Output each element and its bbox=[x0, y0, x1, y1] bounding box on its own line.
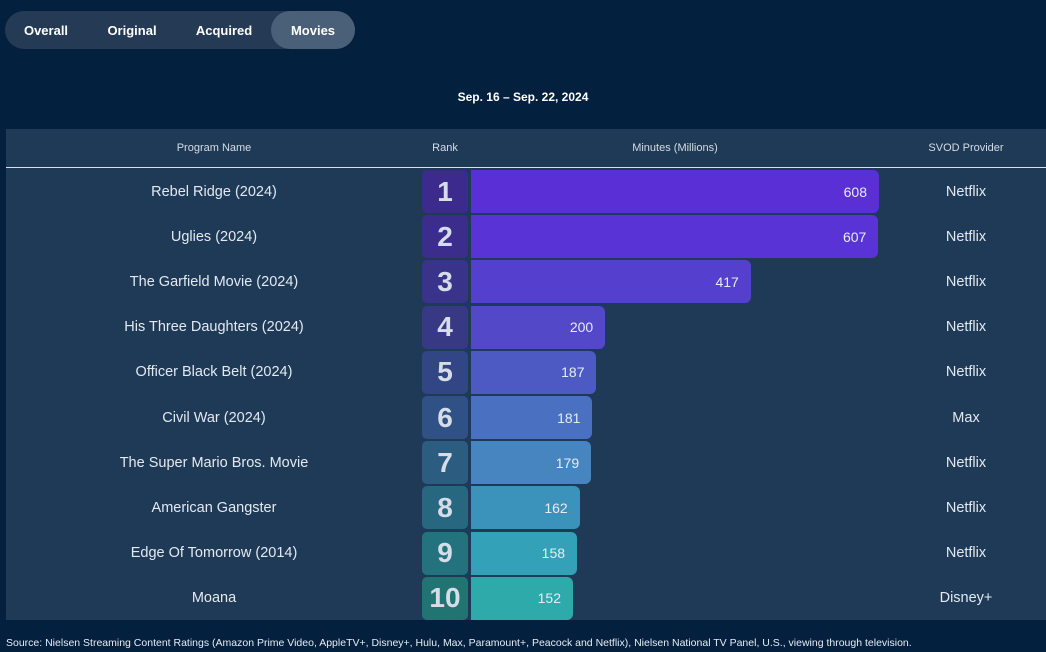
svod-provider: Netflix bbox=[945, 273, 987, 290]
rank-badge: 8 bbox=[422, 486, 468, 530]
table-row: Rebel Ridge (2024) 1 608 Netflix bbox=[6, 169, 1046, 214]
program-name: The Garfield Movie (2024) bbox=[129, 273, 299, 290]
minutes-bar: 187 bbox=[471, 350, 597, 394]
table-row: The Garfield Movie (2024) 3 417 Netflix bbox=[6, 259, 1046, 304]
minutes-bar: 158 bbox=[471, 531, 578, 575]
rank-badge: 6 bbox=[422, 396, 468, 439]
tab-original[interactable]: Original bbox=[107, 22, 157, 38]
minutes-bar: 152 bbox=[471, 576, 573, 620]
table-row: Edge Of Tomorrow (2014) 9 158 Netflix bbox=[6, 531, 1046, 576]
svod-provider: Netflix bbox=[945, 228, 987, 245]
table-row: The Super Mario Bros. Movie 7 179 Netflix bbox=[6, 440, 1046, 485]
rank-badge: 2 bbox=[422, 215, 468, 259]
program-name: The Super Mario Bros. Movie bbox=[119, 454, 309, 471]
table-row: American Gangster 8 162 Netflix bbox=[6, 485, 1046, 530]
tab-acquired[interactable]: Acquired bbox=[195, 22, 253, 38]
minutes-bar: 417 bbox=[471, 260, 751, 304]
table-row: Moana 10 152 Disney+ bbox=[6, 576, 1046, 621]
minutes-bar: 200 bbox=[471, 305, 606, 349]
program-name: Moana bbox=[191, 590, 237, 607]
program-name: Edge Of Tomorrow (2014) bbox=[130, 545, 298, 562]
minutes-bar: 608 bbox=[471, 170, 879, 213]
rank-badge: 4 bbox=[422, 305, 468, 349]
svod-provider: Netflix bbox=[945, 364, 987, 381]
table-row: His Three Daughters (2024) 4 200 Netflix bbox=[6, 305, 1046, 350]
table-row: Uglies (2024) 2 607 Netflix bbox=[6, 214, 1046, 259]
minutes-bar: 607 bbox=[471, 215, 879, 259]
program-name: American Gangster bbox=[151, 499, 277, 516]
rank-badge: 3 bbox=[422, 260, 468, 304]
program-name: Rebel Ridge (2024) bbox=[151, 183, 277, 200]
program-name: Officer Black Belt (2024) bbox=[135, 364, 293, 381]
svod-provider: Netflix bbox=[945, 319, 987, 336]
minutes-bar: 181 bbox=[471, 396, 593, 439]
program-name: Civil War (2024) bbox=[162, 409, 266, 426]
source-note: Source: Nielsen Streaming Content Rating… bbox=[6, 637, 912, 649]
rank-badge: 1 bbox=[422, 170, 468, 213]
svod-provider: Netflix bbox=[945, 183, 987, 200]
table-row: Civil War (2024) 6 181 Max bbox=[6, 395, 1046, 440]
table-row: Officer Black Belt (2024) 5 187 Netflix bbox=[6, 350, 1046, 395]
svod-provider: Netflix bbox=[945, 454, 987, 471]
svod-provider: Netflix bbox=[945, 545, 987, 562]
minutes-bar: 179 bbox=[471, 441, 592, 485]
rank-badge: 5 bbox=[422, 350, 468, 394]
rank-badge: 10 bbox=[422, 576, 468, 620]
header-svod-provider: SVOD Provider bbox=[928, 142, 1004, 154]
tab-overall[interactable]: Overall bbox=[23, 22, 69, 38]
program-name: His Three Daughters (2024) bbox=[124, 319, 304, 336]
svod-provider: Netflix bbox=[945, 499, 987, 516]
rank-badge: 7 bbox=[422, 441, 468, 485]
rank-badge: 9 bbox=[422, 531, 468, 575]
minutes-bar: 162 bbox=[471, 486, 580, 530]
svod-provider: Max bbox=[952, 409, 980, 426]
tab-movies[interactable]: Movies bbox=[271, 11, 355, 49]
date-range: Sep. 16 – Sep. 22, 2024 bbox=[457, 90, 589, 104]
category-tabs: Overall Original Acquired Movies bbox=[5, 11, 355, 49]
ranking-table: Program Name Rank Minutes (Millions) SVO… bbox=[6, 129, 1046, 620]
table-header: Program Name Rank Minutes (Millions) SVO… bbox=[6, 129, 1046, 168]
svod-provider: Disney+ bbox=[939, 590, 993, 607]
header-minutes: Minutes (Millions) bbox=[632, 142, 718, 154]
header-rank: Rank bbox=[432, 142, 458, 154]
program-name: Uglies (2024) bbox=[170, 228, 258, 245]
header-program-name: Program Name bbox=[176, 142, 252, 154]
